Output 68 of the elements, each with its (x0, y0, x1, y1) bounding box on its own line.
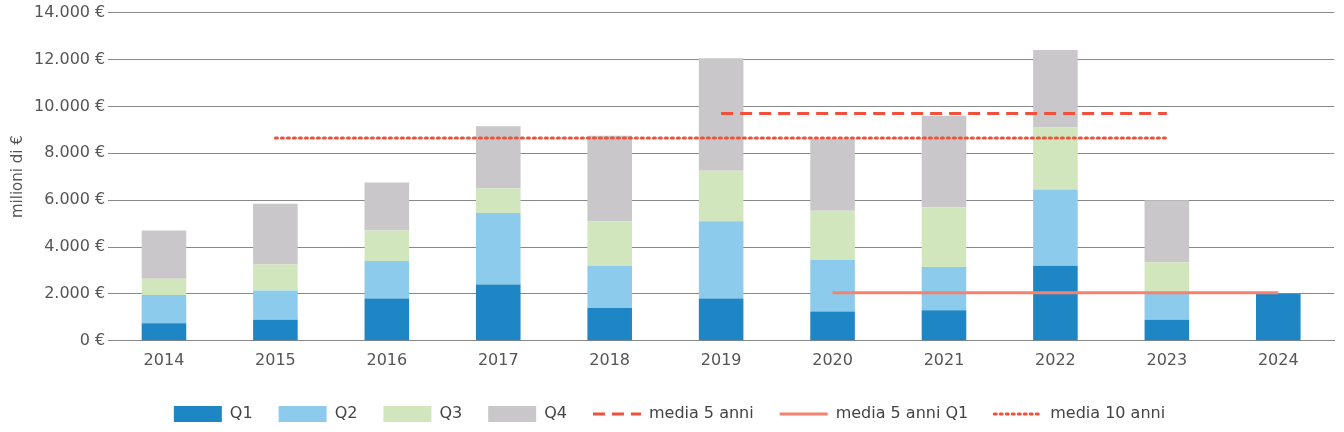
x-tick-label: 2016 (366, 349, 408, 369)
bar (141, 295, 187, 324)
bar (253, 319, 298, 341)
y-axis-title: milioni di € (7, 135, 26, 219)
bar (1256, 293, 1301, 341)
legend-label: media 5 anni (648, 403, 754, 423)
y-tick-label: 6.000 € (44, 189, 106, 209)
x-tick-label: 2024 (1257, 349, 1299, 369)
x-tick-label: 2023 (1146, 349, 1188, 369)
bar (1144, 319, 1190, 341)
bar (364, 261, 410, 299)
bar (587, 307, 632, 341)
bar (364, 298, 410, 341)
bar (475, 188, 521, 214)
bar (475, 213, 521, 285)
x-tick-label: 2017 (477, 349, 519, 369)
y-tick-label: 12.000 € (34, 48, 106, 68)
x-tick-label: 2018 (589, 349, 631, 369)
bar (921, 115, 967, 208)
bar (1033, 189, 1078, 266)
bar (810, 139, 855, 211)
bar (921, 266, 967, 311)
y-tick-label: 2.000 € (44, 283, 106, 303)
legend-label: Q2 (334, 403, 358, 423)
legend-label: media 10 anni (1050, 403, 1166, 423)
bar (253, 203, 298, 265)
bar (475, 284, 521, 341)
bar (1033, 265, 1078, 341)
bar (921, 207, 967, 267)
legend-label: Q1 (229, 403, 253, 423)
bar (253, 264, 298, 291)
legend-label: media 5 anni Q1 (835, 403, 969, 423)
x-tick-label: 2021 (923, 349, 965, 369)
bar (587, 265, 632, 308)
bar (698, 298, 744, 341)
bar (364, 230, 410, 262)
legend-label: Q4 (544, 403, 567, 423)
bar (1144, 262, 1190, 294)
y-tick-label: 8.000 € (44, 142, 106, 162)
bar (698, 221, 744, 299)
y-tick-label: 10.000 € (34, 95, 106, 115)
bar (475, 126, 521, 189)
bar (253, 290, 298, 320)
legend-label: Q3 (439, 403, 463, 423)
x-tick-label: 2019 (700, 349, 742, 369)
bar (587, 221, 632, 266)
bar (1033, 127, 1078, 190)
bar (698, 170, 744, 222)
bar (810, 311, 855, 341)
y-tick-label: 0 € (79, 329, 106, 349)
bar (810, 210, 855, 260)
x-tick-label: 2020 (812, 349, 853, 369)
bar (141, 323, 187, 341)
bar (810, 259, 855, 312)
bar (1144, 200, 1190, 263)
x-tick-label: 2015 (255, 349, 296, 369)
bar (698, 58, 744, 171)
bar (141, 278, 187, 296)
bar (921, 310, 967, 341)
bar (1033, 50, 1078, 128)
bar (1144, 293, 1190, 320)
x-tick-label: 2022 (1035, 349, 1076, 369)
x-tick-label: 2014 (143, 349, 185, 369)
y-tick-label: 14.000 € (34, 1, 106, 21)
bar (141, 230, 187, 279)
y-tick-label: 4.000 € (44, 236, 106, 256)
bar (587, 135, 632, 222)
bar (364, 182, 410, 231)
